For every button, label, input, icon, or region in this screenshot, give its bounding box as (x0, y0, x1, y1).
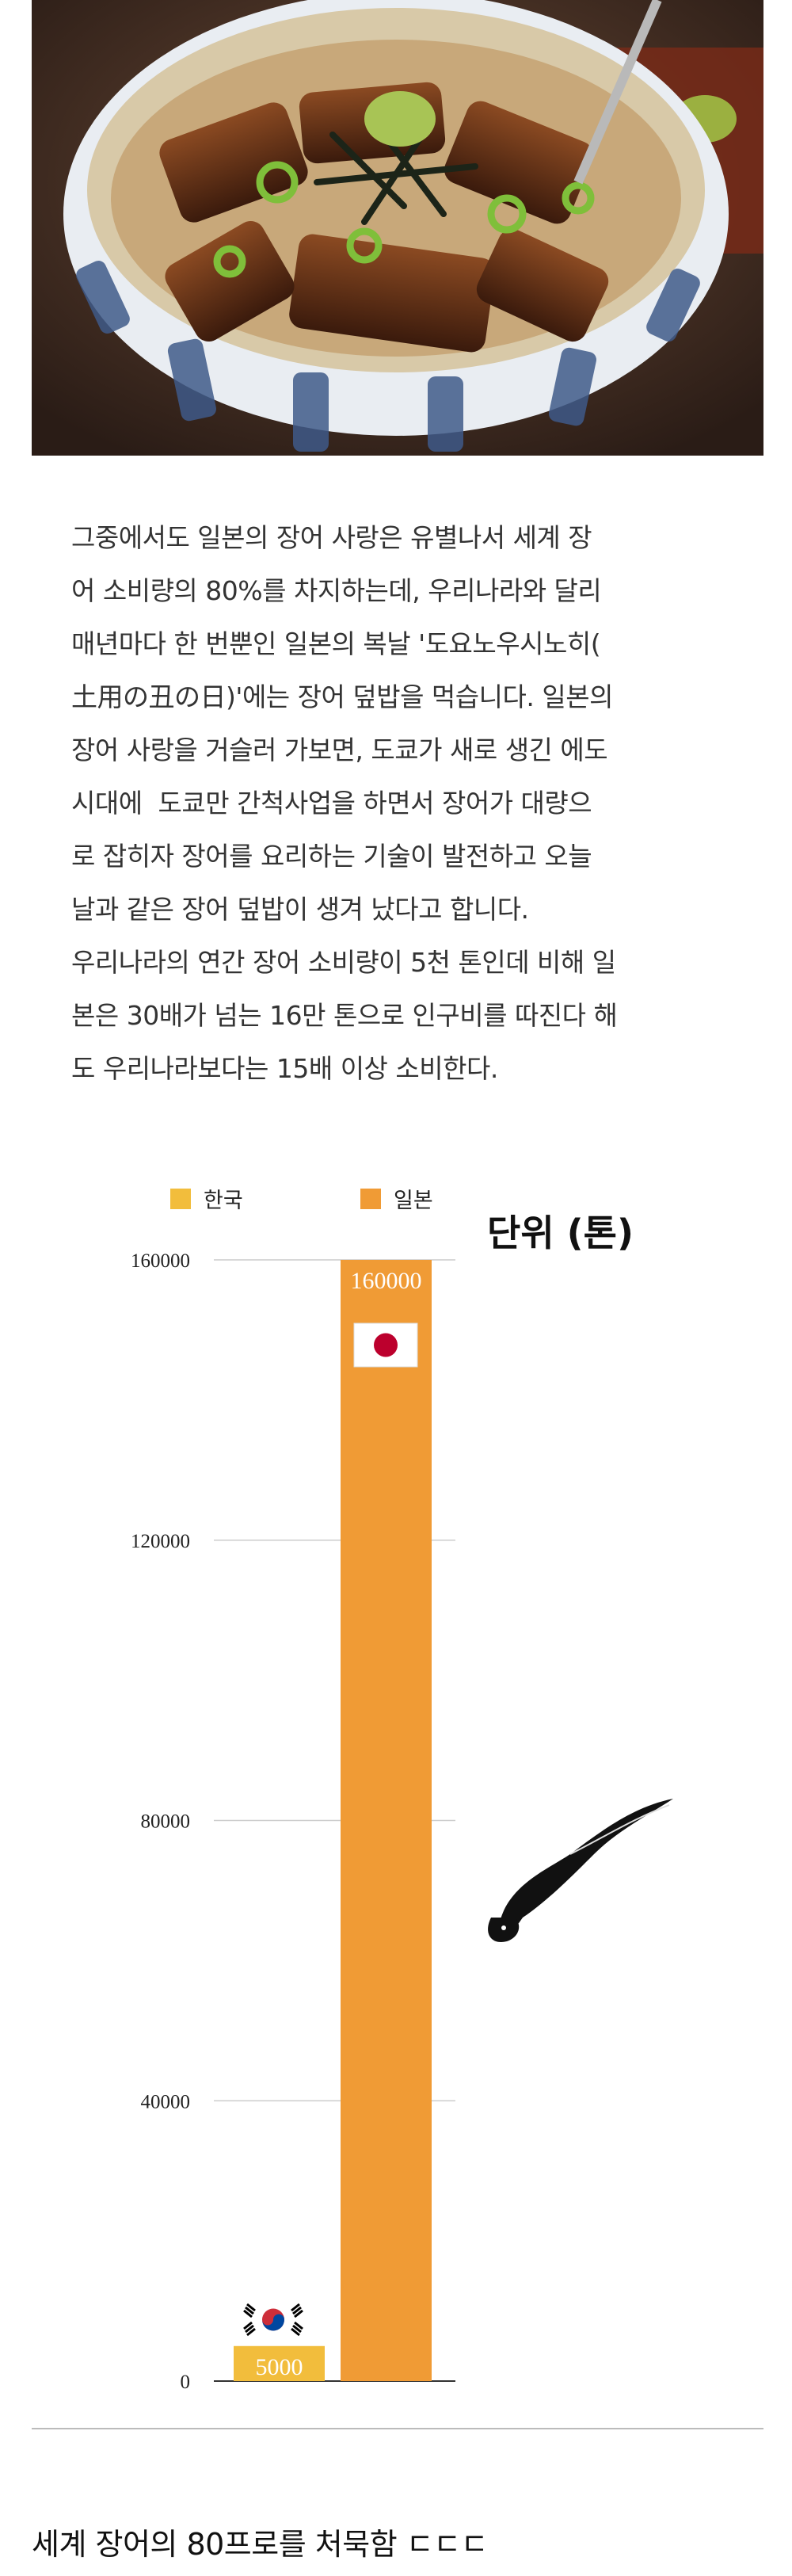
paragraph-line: 매년마다 한 번뿐인 일본의 복날 '도요노우시노히( (71, 628, 601, 659)
y-tick-label: 160000 (131, 1250, 190, 1272)
paragraph-line: 그중에서도 일본의 장어 사랑은 유별나서 세계 장 (71, 522, 592, 553)
legend-swatch-japan (360, 1189, 381, 1209)
paragraph-line: 우리나라의 연간 장어 소비량이 5천 톤인데 비해 일 (71, 947, 616, 978)
paragraph-line: 土用の丑の日)'에는 장어 덮밥을 먹습니다. 일본의 (71, 681, 613, 712)
bar-value-label: 160000 (351, 1268, 422, 1294)
y-tick-label: 40000 (141, 2091, 191, 2112)
eel-icon (488, 1799, 673, 1942)
paragraph-line: 어 소비량의 80%를 차지하는데, 우리나라와 달리 (71, 575, 602, 606)
bar-japan (341, 1260, 432, 2381)
y-tick-label: 120000 (131, 1531, 190, 1552)
paragraph-line: 날과 같은 장어 덮밥이 생겨 났다고 합니다. (71, 894, 529, 925)
unadon-photo (32, 0, 763, 456)
y-tick-label: 0 (181, 2372, 191, 2393)
bar-value-label: 5000 (256, 2354, 303, 2380)
paragraph-line: 도 우리나라보다는 15배 이상 소비한다. (71, 1053, 498, 1084)
paragraph-line: 시대에 도쿄만 간척사업을 하면서 장어가 대량으 (71, 788, 592, 819)
caption-text: 세계 장어의 80프로를 처묵함 ㄷㄷㄷ (32, 2527, 489, 2562)
korea-flag-icon (242, 2298, 305, 2341)
bar-korea (234, 2345, 325, 2381)
y-tick-label: 80000 (141, 1811, 191, 1833)
legend-label-korea: 한국 (204, 1189, 243, 1213)
paragraph-line: 장어 사랑을 거슬러 가보면, 도쿄가 새로 생긴 에도 (71, 735, 608, 765)
unit-label: 단위 (톤) (487, 1212, 634, 1254)
legend-label-japan: 일본 (394, 1189, 433, 1213)
paragraph-line: 로 잡히자 장어를 요리하는 기술이 발전하고 오늘 (71, 841, 592, 872)
consumption-bar-chart: 한국 일본 단위 (톤) 0 40000 80000 120000 160000 500… (0, 1157, 792, 2425)
paragraph-line: 본은 30배가 넘는 16만 톤으로 인구비를 따진다 해 (71, 1000, 618, 1031)
divider (32, 2428, 763, 2429)
legend-swatch-korea (170, 1189, 191, 1209)
japan-flag-icon (353, 1322, 418, 1368)
